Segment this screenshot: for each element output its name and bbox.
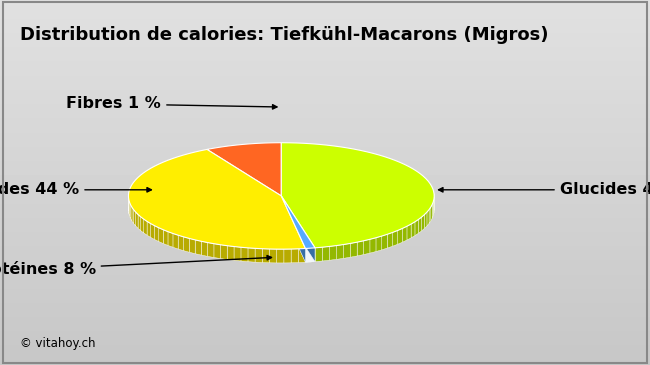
Polygon shape [350, 242, 357, 257]
Polygon shape [281, 196, 315, 262]
Polygon shape [207, 242, 214, 257]
Text: Fibres 1 %: Fibres 1 % [66, 96, 277, 111]
Polygon shape [147, 222, 151, 237]
Polygon shape [277, 249, 284, 263]
Polygon shape [151, 224, 155, 239]
Polygon shape [281, 196, 315, 249]
Polygon shape [134, 210, 136, 226]
Polygon shape [363, 239, 370, 254]
Polygon shape [411, 222, 415, 238]
Polygon shape [281, 196, 306, 262]
Polygon shape [178, 235, 183, 251]
Polygon shape [398, 228, 402, 244]
Polygon shape [262, 249, 269, 263]
Text: © vitahoy.ch: © vitahoy.ch [20, 337, 95, 350]
Polygon shape [155, 226, 159, 242]
Polygon shape [387, 233, 393, 248]
Polygon shape [195, 240, 202, 255]
Text: Lipides 44 %: Lipides 44 % [0, 182, 151, 197]
Text: Distribution de calories: Tiefkühl-Macarons (Migros): Distribution de calories: Tiefkühl-Macar… [20, 26, 548, 43]
Polygon shape [241, 247, 248, 262]
Polygon shape [138, 215, 141, 231]
Polygon shape [298, 249, 306, 263]
Polygon shape [144, 219, 147, 235]
Polygon shape [248, 248, 255, 262]
Polygon shape [427, 210, 429, 226]
Polygon shape [337, 245, 344, 260]
Polygon shape [431, 204, 432, 221]
Polygon shape [173, 234, 178, 249]
Polygon shape [129, 149, 306, 249]
Polygon shape [393, 230, 398, 246]
Text: Protéines 8 %: Protéines 8 % [0, 255, 272, 277]
Polygon shape [330, 246, 337, 260]
Polygon shape [376, 236, 382, 251]
Polygon shape [322, 246, 330, 261]
Polygon shape [234, 246, 241, 261]
Polygon shape [220, 245, 228, 260]
Polygon shape [429, 207, 431, 223]
Polygon shape [132, 207, 134, 223]
Polygon shape [281, 196, 315, 262]
Polygon shape [214, 244, 220, 258]
Polygon shape [281, 143, 434, 248]
Polygon shape [281, 196, 306, 262]
Polygon shape [202, 241, 207, 256]
Polygon shape [136, 212, 138, 228]
Polygon shape [163, 230, 168, 245]
Polygon shape [183, 237, 189, 252]
Polygon shape [370, 238, 376, 253]
Polygon shape [131, 205, 132, 221]
Polygon shape [284, 249, 291, 263]
Polygon shape [422, 215, 424, 231]
Polygon shape [407, 224, 411, 240]
Polygon shape [168, 232, 173, 247]
Polygon shape [382, 234, 387, 250]
Polygon shape [315, 247, 322, 262]
Polygon shape [207, 143, 281, 196]
Polygon shape [424, 212, 427, 228]
Text: Glucides 46 %: Glucides 46 % [439, 182, 650, 197]
Polygon shape [227, 246, 234, 260]
Polygon shape [159, 228, 163, 243]
Polygon shape [419, 217, 422, 233]
Polygon shape [432, 202, 434, 218]
Polygon shape [415, 219, 419, 235]
Polygon shape [344, 243, 350, 258]
Polygon shape [357, 241, 363, 256]
Polygon shape [189, 238, 195, 254]
Polygon shape [141, 217, 144, 233]
Polygon shape [129, 202, 131, 219]
Polygon shape [291, 249, 298, 263]
Polygon shape [255, 248, 262, 262]
Polygon shape [269, 249, 277, 263]
Polygon shape [402, 226, 407, 242]
